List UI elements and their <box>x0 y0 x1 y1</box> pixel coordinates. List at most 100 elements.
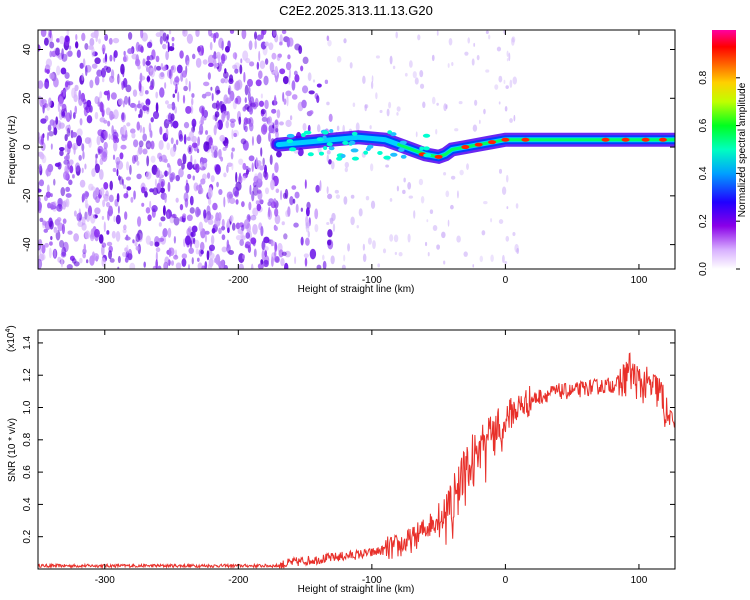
spectrogram-noise-blob <box>238 263 244 269</box>
spectrogram-noise-blob <box>287 54 291 60</box>
spectrogram-noise-blob <box>207 263 212 269</box>
signal-track-blob <box>363 150 369 155</box>
spectrogram-noise-blob <box>94 75 100 86</box>
spectrogram-noise-blob <box>74 162 81 172</box>
spectrogram-noise-blob <box>84 230 91 240</box>
spectrogram-noise-blob <box>109 258 115 263</box>
spectrogram-noise-blob <box>141 202 145 207</box>
spectrogram-noise-blob <box>257 263 264 269</box>
signal-track-blob <box>328 146 335 151</box>
snr-y-label: SNR (10 * v/v) <box>7 418 18 482</box>
spectrogram-noise-blob <box>186 228 192 237</box>
spectrogram-noise-blob <box>127 248 133 260</box>
spectrogram-noise-blob <box>260 124 268 135</box>
spectrogram-noise-blob <box>272 30 277 37</box>
spectrogram-noise-blob <box>73 233 79 242</box>
colorbar: 0.0 0.2 0.4 0.6 0.8 Normalized spectral ampl… <box>698 30 748 276</box>
spectrogram-noise-blob <box>221 40 224 51</box>
spectrogram-noise-blob <box>171 42 175 48</box>
spectrogram-x-tick-label: 0 <box>503 275 509 286</box>
spectrogram-noise-blob <box>115 230 121 242</box>
spectrogram-noise-blob <box>472 264 475 268</box>
spectrogram-noise-blob <box>283 98 287 105</box>
spectrogram-noise-blob <box>264 249 268 258</box>
spectrogram-noise-blob <box>85 203 90 209</box>
spectrogram-noise-blob <box>100 132 105 144</box>
spectrogram-noise-blob <box>175 139 179 146</box>
spectrogram-noise-blob <box>149 188 154 193</box>
spectrogram-noise-blob <box>420 195 425 204</box>
spectrogram-noise-blob <box>251 162 254 173</box>
spectrogram-noise-blob <box>50 203 54 210</box>
spectrogram-noise-blob <box>305 207 310 217</box>
spectrogram-noise-blob <box>91 63 98 69</box>
spectrogram-noise-blob <box>49 220 54 230</box>
spectrogram-noise-blob <box>129 102 136 108</box>
spectrogram-noise-blob <box>207 72 211 80</box>
spectrogram-noise-blob <box>64 155 69 161</box>
spectrogram-noise-blob <box>181 258 187 267</box>
spectrogram-noise-blob <box>113 215 116 223</box>
spectrogram-noise-blob <box>276 109 281 119</box>
spectrogram-noise-blob <box>271 108 277 114</box>
spectrogram-noise-blob <box>260 147 263 157</box>
spectrogram-noise-blob <box>187 173 192 180</box>
spectrogram-noise-blob <box>164 100 169 105</box>
spectrogram-noise-blob <box>309 248 317 260</box>
spectrogram-noise-blob <box>155 55 160 63</box>
spectrogram-noise-blob <box>443 103 447 112</box>
spectrogram-noise-blob <box>259 60 266 69</box>
signal-track-blob <box>318 151 325 156</box>
spectrogram-noise-blob <box>53 178 56 186</box>
spectrogram-noise-blob <box>67 160 70 170</box>
spectrogram-noise-blob <box>181 162 185 170</box>
spectrogram-noise-blob <box>409 60 413 68</box>
spectrogram-noise-blob <box>242 162 247 171</box>
spectrogram-noise-blob <box>271 52 277 60</box>
signal-track-blob <box>423 146 430 151</box>
spectrogram-noise-blob <box>172 79 180 86</box>
snr-x-tick-label: -100 <box>362 575 382 586</box>
spectrogram-noise-blob <box>473 42 476 47</box>
spectrogram-noise-blob <box>189 207 195 214</box>
spectrogram-noise-blob <box>159 187 165 194</box>
spectrogram-noise-blob <box>199 241 205 251</box>
spectrogram-noise-blob <box>98 234 104 244</box>
spectrogram-noise-blob <box>182 30 188 37</box>
spectrogram-noise-blob <box>501 186 507 195</box>
spectrogram-noise-blob <box>82 58 86 68</box>
spectrogram-noise-blob <box>146 41 153 49</box>
spectrogram-noise-blob <box>273 225 278 232</box>
spectrogram-noise-blob <box>46 69 50 74</box>
spectrogram-noise-blob <box>89 37 95 47</box>
spectrogram-noise-blob <box>129 164 132 175</box>
signal-track-peak <box>658 137 667 142</box>
spectrogram-noise-blob <box>188 247 194 254</box>
spectrogram-noise-blob <box>256 61 260 70</box>
spectrogram-noise-blob <box>385 164 389 168</box>
spectrogram-noise-blob <box>135 233 141 243</box>
spectrogram-noise-blob <box>122 56 127 63</box>
spectrogram-noise-blob <box>173 143 177 153</box>
spectrogram-noise-blob <box>249 122 254 132</box>
spectrogram-noise-blob <box>213 149 218 159</box>
spectrogram-noise-blob <box>225 120 230 129</box>
spectrogram-noise-blob <box>234 97 239 104</box>
spectrogram-noise-blob <box>48 131 54 137</box>
signal-track-blob <box>316 137 325 142</box>
spectrogram-noise-blob <box>152 187 159 196</box>
spectrogram-noise-blob <box>61 200 67 210</box>
spectrogram-noise-blob <box>94 153 98 160</box>
spectrogram-noise-blob <box>509 118 513 123</box>
spectrogram-noise-blob <box>268 131 271 142</box>
spectrogram-signal-track <box>271 128 675 165</box>
snr-frame <box>37 329 676 570</box>
spectrogram-noise-blob <box>307 230 310 238</box>
spectrogram-noise-blob <box>147 214 152 222</box>
spectrogram-noise-blob <box>369 125 372 130</box>
spectrogram-noise-blob <box>56 203 63 212</box>
spectrogram-noise-blob <box>267 116 272 124</box>
signal-track-blob <box>326 142 333 147</box>
spectrogram-noise-blob <box>285 61 292 71</box>
spectrogram-noise-blob <box>367 237 372 245</box>
